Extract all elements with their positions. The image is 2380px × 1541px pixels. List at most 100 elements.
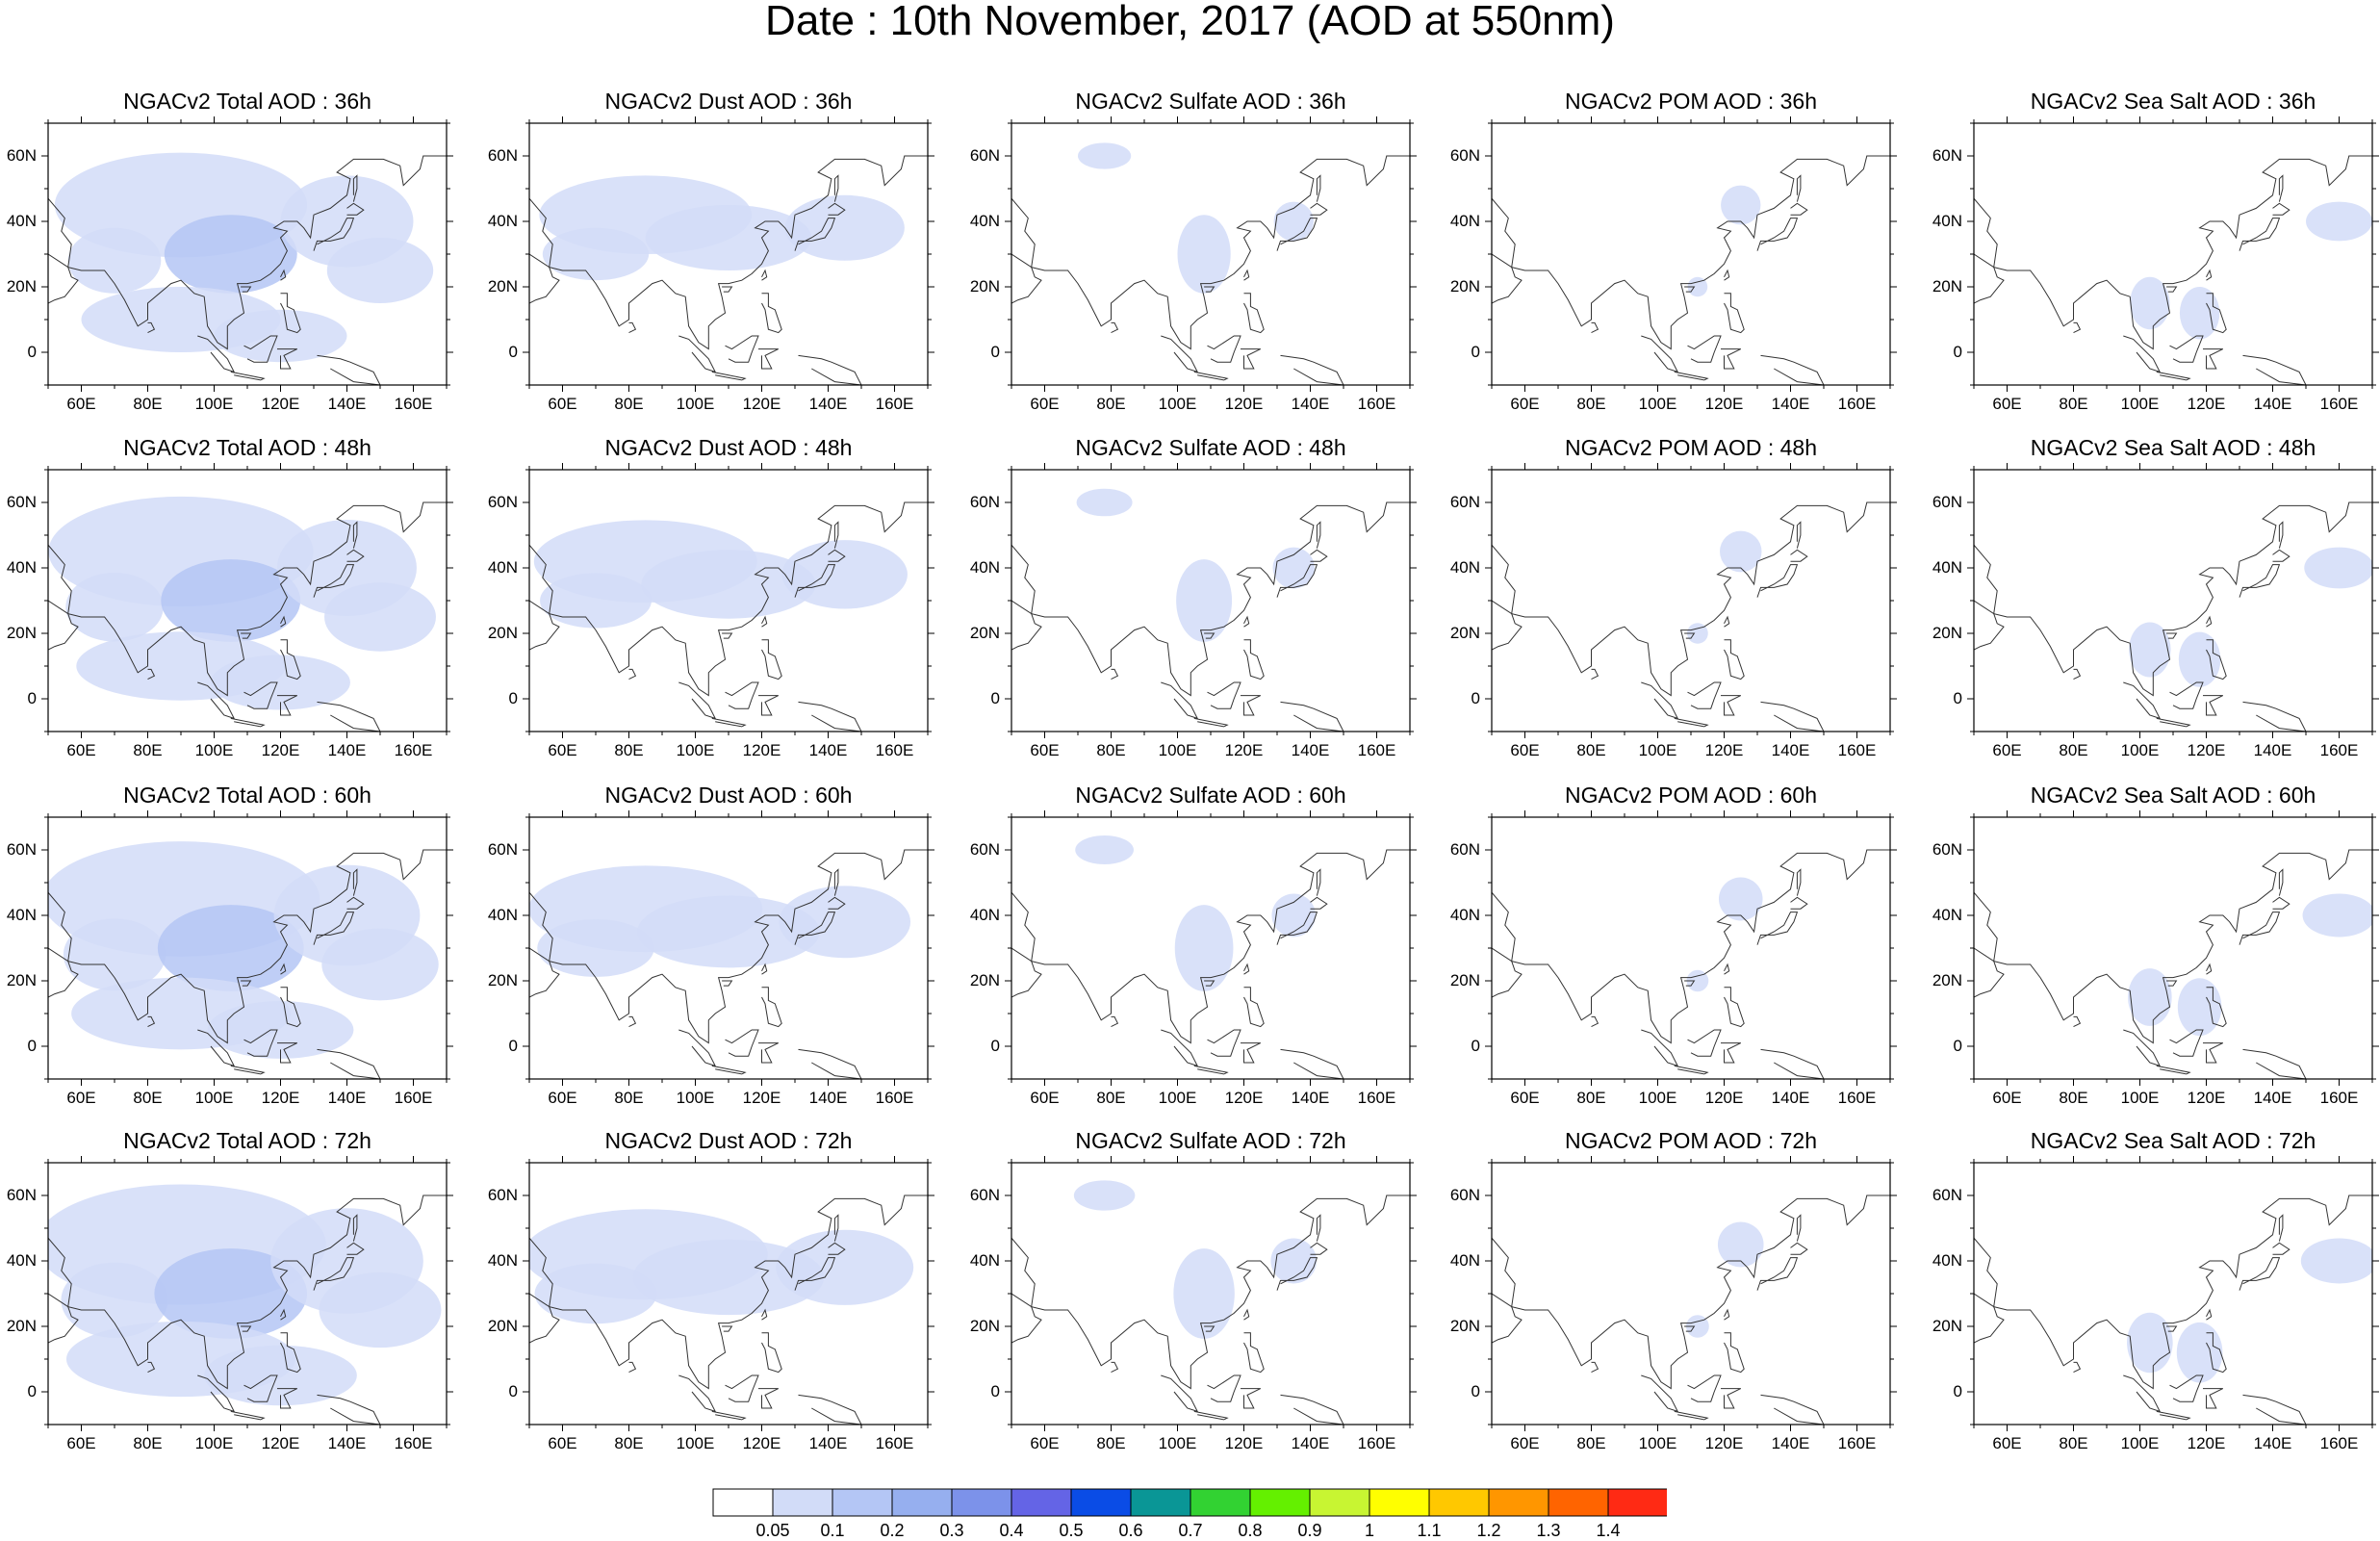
y-tick-label: 60N bbox=[6, 1186, 37, 1204]
y-tick-label: 20N bbox=[969, 624, 1000, 642]
coastline bbox=[1193, 371, 1229, 381]
coastline bbox=[1724, 1332, 1745, 1374]
y-tick-label: 40N bbox=[487, 906, 518, 924]
aod-patch bbox=[1078, 142, 1132, 169]
x-tick-label: 80E bbox=[1576, 741, 1606, 759]
map-frame bbox=[1973, 816, 2373, 1080]
coastline bbox=[1243, 1332, 1265, 1374]
y-tick-label: 20N bbox=[487, 277, 518, 295]
aod-patch bbox=[1073, 1180, 1136, 1211]
aod-patch bbox=[207, 1001, 354, 1059]
y-tick-label: 60N bbox=[969, 840, 1000, 859]
x-tick-label: 140E bbox=[808, 1434, 848, 1452]
coastline bbox=[628, 1361, 637, 1374]
coastline bbox=[277, 348, 298, 370]
x-tick-label: 60E bbox=[66, 1434, 96, 1452]
coastline bbox=[678, 335, 717, 373]
x-tick-label: 80E bbox=[133, 395, 163, 413]
coastline bbox=[2242, 354, 2307, 385]
x-tick-label: 60E bbox=[1030, 1089, 1060, 1107]
coastline bbox=[1721, 695, 1742, 716]
x-tick-label: 60E bbox=[548, 741, 577, 759]
map-frame bbox=[1491, 1162, 1891, 1425]
x-tick-label: 120E bbox=[742, 395, 781, 413]
y-tick-label: 60N bbox=[1449, 840, 1480, 859]
y-tick-label: 0 bbox=[1471, 343, 1480, 361]
coastline bbox=[2206, 987, 2227, 1028]
y-tick-label: 20N bbox=[487, 1317, 518, 1335]
aod-field bbox=[54, 152, 434, 363]
coastline bbox=[1974, 600, 2005, 651]
x-tick-label: 160E bbox=[394, 1089, 433, 1107]
coastline bbox=[678, 681, 717, 720]
coastline bbox=[1674, 717, 1709, 728]
x-tick-label: 140E bbox=[327, 395, 367, 413]
coastline bbox=[761, 1332, 782, 1374]
x-tick-label: 140E bbox=[1771, 1089, 1810, 1107]
coastline bbox=[48, 947, 79, 998]
coastline bbox=[1243, 269, 1250, 281]
panel-title: NGACv2 Sea Salt AOD : 36h bbox=[2030, 89, 2316, 114]
coastline bbox=[761, 293, 782, 334]
coastline bbox=[277, 695, 298, 716]
coastline bbox=[761, 987, 782, 1028]
x-tick-label: 160E bbox=[394, 1434, 433, 1452]
coastline bbox=[1011, 1293, 1042, 1344]
aod-patch bbox=[1270, 1238, 1318, 1284]
coastline bbox=[1721, 348, 1742, 370]
colorbar-swatch bbox=[1011, 1488, 1072, 1517]
coastline bbox=[1011, 1163, 1410, 1390]
coastline bbox=[1111, 1015, 1119, 1028]
x-tick-label: 160E bbox=[2319, 1089, 2359, 1107]
coastline bbox=[1974, 123, 2372, 350]
aod-field bbox=[1076, 488, 1315, 642]
x-tick-label: 80E bbox=[1096, 1434, 1126, 1452]
panel-title: NGACv2 Sea Salt AOD : 48h bbox=[2030, 435, 2316, 460]
coastline bbox=[1492, 947, 1523, 998]
x-tick-label: 160E bbox=[1837, 1089, 1877, 1107]
x-tick-label: 140E bbox=[2253, 395, 2292, 413]
x-tick-label: 120E bbox=[1224, 1089, 1264, 1107]
coastline bbox=[1684, 286, 1696, 293]
coastline bbox=[1796, 868, 1802, 896]
coastline bbox=[1760, 1048, 1825, 1079]
coastline bbox=[2272, 896, 2290, 910]
y-tick-label: 40N bbox=[487, 212, 518, 230]
x-tick-label: 100E bbox=[2120, 1089, 2160, 1107]
coastline bbox=[1276, 912, 1318, 945]
x-tick-label: 60E bbox=[548, 1089, 577, 1107]
coastline bbox=[1974, 470, 2372, 697]
coastline bbox=[1724, 615, 1730, 628]
y-tick-label: 40N bbox=[6, 558, 37, 577]
y-tick-label: 60N bbox=[487, 493, 518, 511]
x-tick-label: 100E bbox=[1638, 1089, 1677, 1107]
panel-title: NGACv2 Total AOD : 60h bbox=[123, 783, 371, 808]
coastline bbox=[243, 1374, 278, 1402]
coastline bbox=[1011, 947, 1042, 998]
coastline bbox=[1756, 1257, 1799, 1291]
coastline bbox=[758, 1388, 780, 1409]
panel-title: NGACv2 Total AOD : 48h bbox=[123, 435, 371, 460]
panel-title: NGACv2 POM AOD : 48h bbox=[1564, 435, 1818, 460]
x-tick-label: 80E bbox=[614, 1434, 644, 1452]
aod-patch bbox=[319, 1271, 442, 1348]
y-tick-label: 0 bbox=[1471, 1037, 1480, 1055]
coastline bbox=[1207, 1374, 1241, 1402]
aod-patch bbox=[1173, 1248, 1235, 1339]
x-tick-label: 140E bbox=[808, 741, 848, 759]
x-tick-label: 140E bbox=[1771, 1434, 1810, 1452]
coastline bbox=[1280, 1394, 1344, 1425]
y-tick-label: 0 bbox=[990, 343, 1000, 361]
coastline bbox=[313, 218, 355, 251]
colorbar-label: 1 bbox=[1364, 1521, 1374, 1540]
y-tick-label: 60N bbox=[969, 1186, 1000, 1204]
aod-field bbox=[48, 841, 439, 1059]
aod-field bbox=[2129, 547, 2372, 687]
colorbar-swatch bbox=[1607, 1488, 1667, 1517]
coastline bbox=[2278, 1214, 2284, 1242]
aod-patch bbox=[2304, 547, 2372, 589]
coastline bbox=[1111, 1361, 1119, 1374]
coastline bbox=[1310, 549, 1328, 562]
coastline bbox=[1974, 1293, 2005, 1344]
aod-patch bbox=[63, 918, 166, 991]
